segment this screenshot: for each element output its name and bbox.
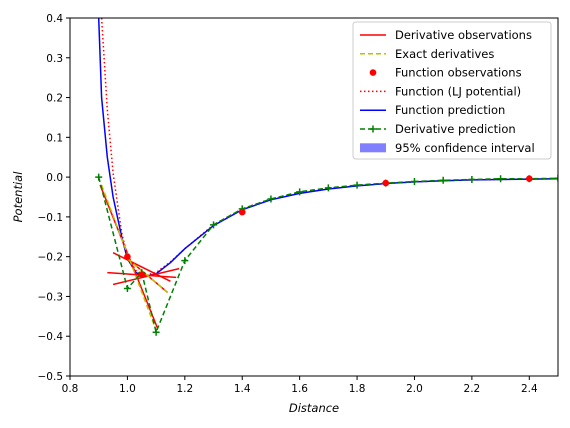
legend-swatch	[360, 143, 386, 153]
y-axis-label: Potential	[11, 171, 25, 223]
exact-derivative-segment	[126, 258, 169, 294]
y-tick-label: 0.1	[46, 132, 63, 144]
function-observation-point	[238, 208, 246, 216]
legend-entry: Exact derivatives	[360, 47, 494, 61]
derivative-prediction-point	[181, 257, 189, 265]
legend-entry: Function observations	[369, 66, 522, 80]
x-axis-ticks: 0.8 1.0 1.2 1.4 1.6 1.8 2.0 2.2 2.4	[62, 376, 538, 395]
legend-label: Function prediction	[395, 103, 505, 117]
legend-label: Derivative prediction	[395, 122, 516, 136]
legend-entry: Function prediction	[360, 103, 505, 117]
derivative-prediction-point	[353, 181, 361, 189]
legend-entry: Function (LJ potential)	[360, 84, 521, 98]
legend-entries: Derivative observations Exact derivatives…	[360, 28, 535, 155]
derivative-prediction-point	[324, 184, 332, 192]
derivative-prediction-point	[497, 175, 505, 183]
function-observation-point	[382, 179, 390, 187]
derivative-prediction-point	[210, 221, 218, 229]
x-tick-label: 0.8	[62, 383, 79, 395]
legend-entry: Derivative prediction	[360, 122, 516, 136]
derivative-prediction-point	[554, 174, 558, 182]
x-tick-label: 2.0	[406, 383, 423, 395]
legend-label: 95% confidence interval	[395, 141, 535, 155]
x-tick-label: 2.2	[464, 383, 481, 395]
derivative-prediction-point	[267, 195, 275, 203]
legend-label: Function observations	[395, 66, 522, 80]
function-observation-point	[138, 271, 146, 278]
y-tick-label: 0.2	[46, 93, 63, 105]
x-tick-label: 1.2	[176, 383, 193, 395]
derivative-prediction-point	[152, 328, 160, 336]
legend-marker	[369, 125, 377, 133]
y-axis-ticks: 0.4 0.3 0.2 0.1 0.0 −0.1 −0.2 −0.3 −0.4 −0.5	[38, 13, 70, 383]
y-tick-label: 0.0	[46, 172, 63, 184]
y-tick-label: −0.2	[38, 252, 64, 264]
legend-entry: 95% confidence interval	[360, 141, 535, 155]
y-tick-label: 0.3	[46, 53, 63, 65]
y-tick-label: −0.3	[38, 291, 64, 303]
legend: Derivative observations Exact derivatives…	[352, 21, 552, 160]
derivative-observation-segment	[112, 267, 180, 286]
legend-swatch	[369, 69, 377, 76]
derivative-prediction-point	[439, 176, 447, 184]
exact-derivative-segment	[100, 184, 157, 331]
function-observation-point	[124, 253, 131, 260]
y-tick-label: −0.4	[38, 331, 64, 343]
derivative-prediction-line	[97, 176, 558, 335]
x-axis-label: Distance	[289, 401, 339, 415]
x-tick-label: 1.6	[291, 383, 308, 395]
derivative-prediction-point	[468, 175, 476, 183]
derivative-prediction-point	[123, 284, 131, 292]
legend-label: Derivative observations	[395, 28, 532, 42]
function-observation-point	[525, 175, 533, 183]
legend-box	[352, 21, 552, 160]
y-tick-label: 0.4	[46, 13, 63, 25]
legend-label: Function (LJ potential)	[395, 84, 521, 98]
x-tick-label: 1.4	[234, 383, 251, 395]
x-tick-label: 2.4	[521, 383, 538, 395]
x-tick-label: 1.0	[119, 383, 136, 395]
series-layer	[95, 18, 558, 336]
legend-entry: Derivative observations	[360, 28, 532, 42]
derivative-prediction-point	[410, 177, 418, 185]
legend-label: Exact derivatives	[395, 47, 494, 61]
y-tick-label: −0.5	[38, 371, 64, 383]
plot-frame	[69, 17, 559, 377]
derivative-prediction-point	[296, 188, 304, 196]
x-tick-label: 1.8	[349, 383, 366, 395]
derivative-prediction-point	[95, 173, 103, 181]
y-tick-label: −0.1	[38, 212, 64, 224]
